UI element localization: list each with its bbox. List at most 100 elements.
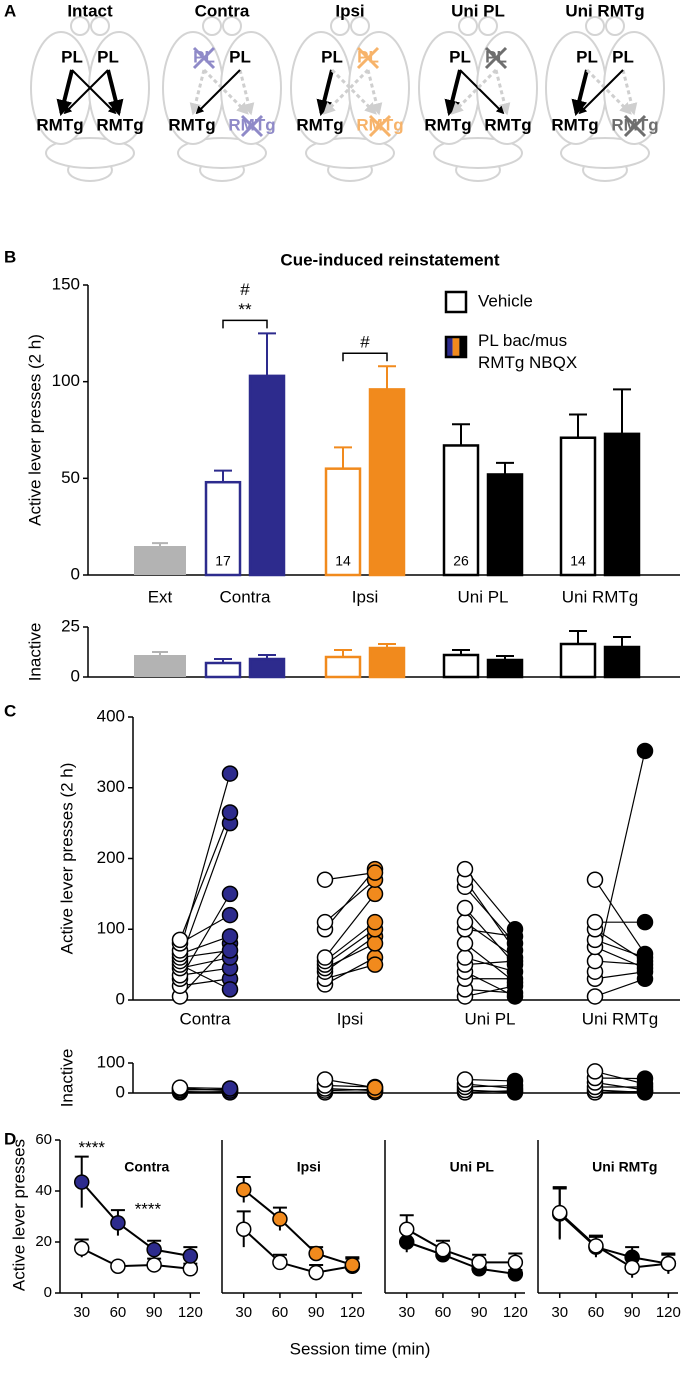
- y-axis-label: Inactive: [25, 623, 44, 682]
- diagram-arrow: [323, 68, 370, 115]
- marker: [398, 1221, 415, 1237]
- dot: [316, 949, 334, 966]
- pair-line: [324, 928, 376, 966]
- significance-bracket: [222, 319, 268, 329]
- chart-title: Ipsi: [297, 1159, 321, 1175]
- dot: [221, 906, 239, 924]
- dot: [456, 1071, 474, 1088]
- pair-line: [324, 1078, 376, 1089]
- y-tick-label: 0: [71, 666, 80, 685]
- legend-label: PL bac/mus RMTg NBQX: [478, 331, 577, 372]
- brain-outline: [202, 16, 222, 36]
- diagram-arrow: [238, 69, 255, 116]
- diagram-arrow: [71, 69, 117, 115]
- brain-outline: [350, 16, 370, 36]
- x-tick-label: 60: [110, 1304, 127, 1321]
- panel-letter: D: [4, 1129, 16, 1148]
- dot: [366, 935, 384, 952]
- x-tick-label: 120: [503, 1304, 528, 1321]
- bar: [134, 655, 186, 677]
- significance-label: #: [240, 280, 250, 299]
- error-bar: [334, 649, 352, 657]
- brain-outline: [222, 16, 242, 36]
- y-tick-label: 100: [97, 1052, 125, 1071]
- dot: [506, 1072, 524, 1090]
- dot: [221, 942, 239, 959]
- x-tick-label: 30: [398, 1304, 415, 1321]
- y-tick-label: 100: [97, 919, 125, 938]
- x-tick-label: Ipsi: [337, 1009, 363, 1028]
- pair-line: [324, 868, 376, 930]
- significance-label: **: [238, 300, 252, 319]
- n-label: 26: [453, 553, 469, 569]
- dot: [456, 949, 474, 966]
- pair-line: [324, 879, 376, 923]
- brain-outline: [585, 16, 605, 36]
- pair-line: [179, 978, 231, 987]
- bar: [368, 646, 406, 679]
- brain-outline: [45, 137, 135, 169]
- diagram-node: PL: [612, 47, 634, 66]
- pair-line: [594, 1089, 646, 1093]
- y-tick-label: 0: [116, 989, 125, 1008]
- marker: [146, 1257, 162, 1273]
- y-tick-label: 25: [61, 616, 80, 635]
- dot: [366, 1079, 384, 1096]
- pair-line: [179, 949, 231, 959]
- brain-outline: [605, 16, 625, 36]
- pair-line: [324, 964, 376, 980]
- pair-line: [464, 1089, 516, 1093]
- dot: [586, 913, 604, 931]
- brain-outline: [478, 16, 498, 36]
- diagram-node: RMTg: [551, 115, 598, 134]
- diagram-node: RMTg: [96, 115, 143, 134]
- diagram-node: RMTg: [424, 115, 471, 134]
- pair-line: [464, 907, 516, 966]
- bar: [486, 658, 524, 679]
- pair-line: [179, 1087, 231, 1090]
- brain-outline: [560, 137, 650, 169]
- dot: [316, 913, 334, 931]
- line: [406, 1228, 516, 1264]
- diagram-node: RMTg: [36, 115, 83, 134]
- pair-line: [324, 957, 376, 985]
- dot: [586, 1063, 604, 1080]
- marker: [110, 1215, 126, 1231]
- error-bar: [258, 332, 276, 376]
- dot: [456, 913, 474, 931]
- dot: [171, 1079, 189, 1096]
- n-label: 14: [335, 553, 351, 569]
- dot: [221, 981, 239, 998]
- y-tick-label: 200: [97, 848, 125, 867]
- error-bar: [378, 365, 396, 390]
- dot: [366, 885, 384, 903]
- marker: [308, 1245, 324, 1262]
- dot: [171, 931, 189, 949]
- error-bar: [452, 423, 470, 446]
- bar: [248, 657, 286, 679]
- panel-letter: B: [4, 247, 16, 266]
- y-axis-label: Active lever presses: [9, 1139, 28, 1291]
- error-bar: [496, 461, 514, 475]
- y-tick-label: 0: [44, 1284, 52, 1301]
- dot: [221, 885, 239, 903]
- error-bar: [569, 630, 587, 644]
- diagram-arrow: [56, 69, 74, 117]
- node-cross: [192, 46, 216, 70]
- pair-line: [464, 971, 516, 998]
- legend-label: Vehicle: [478, 291, 533, 310]
- bar: [248, 374, 286, 577]
- error-bar: [378, 643, 396, 648]
- diagram-arrow: [578, 69, 624, 115]
- dot: [366, 864, 384, 881]
- pair-line: [464, 921, 516, 959]
- diagram-node: PL: [449, 47, 471, 66]
- brain-outline: [90, 16, 110, 36]
- error-bar: [258, 654, 276, 659]
- x-tick-label: Uni RMTg: [582, 1009, 659, 1028]
- line: [80, 1181, 191, 1258]
- dot: [506, 988, 524, 1005]
- diagram-arrow: [451, 68, 498, 115]
- y-tick-label: 20: [35, 1233, 52, 1250]
- dot: [221, 804, 239, 821]
